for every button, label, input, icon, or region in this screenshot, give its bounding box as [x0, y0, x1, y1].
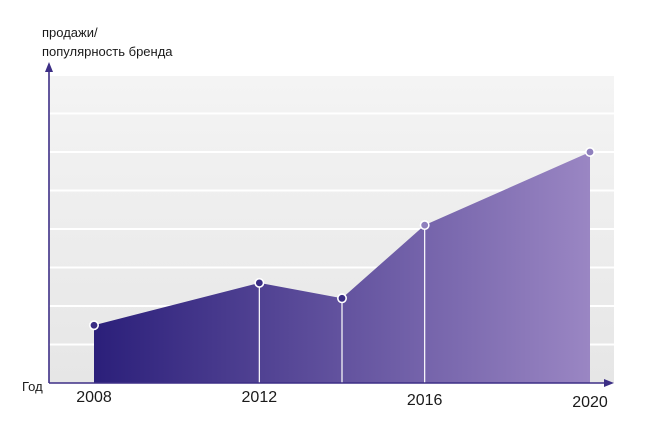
x-tick-label: 2016: [407, 392, 443, 409]
x-tick-label: 2008: [76, 389, 112, 406]
area-fill: [94, 152, 590, 383]
y-axis-label-line-1: продажи/: [42, 25, 98, 40]
data-point-marker: [336, 293, 347, 304]
y-axis-arrow: [45, 62, 53, 72]
data-point-marker: [419, 220, 430, 231]
x-tick-labels: 2008 2012 2016 2020: [76, 389, 608, 411]
y-axis-label-line-2: популярность бренда: [42, 44, 173, 59]
data-point-marker: [254, 277, 265, 288]
data-point-marker: [89, 320, 100, 331]
x-tick-label: 2020: [572, 394, 608, 411]
x-axis-arrow: [604, 379, 614, 387]
x-axis-label: Год: [22, 379, 43, 394]
data-point-marker: [584, 147, 595, 158]
x-tick-label: 2012: [242, 389, 278, 406]
drop-lines: [258, 225, 426, 383]
data-markers: [89, 147, 595, 331]
